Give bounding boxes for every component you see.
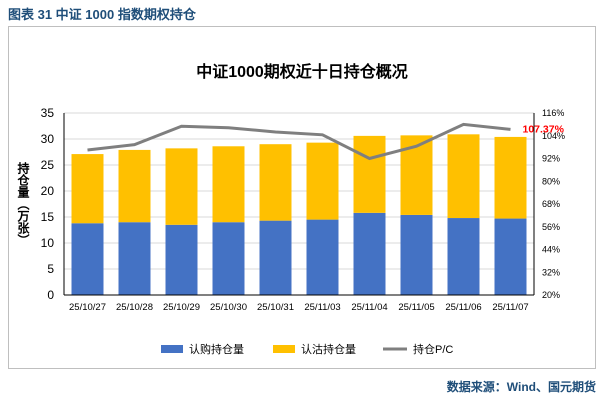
x-tick-label: 25/10/30 xyxy=(210,302,247,313)
x-tick-label: 25/11/04 xyxy=(351,302,387,313)
bar-call xyxy=(118,222,151,295)
x-tick-label: 25/11/06 xyxy=(445,302,481,313)
bar-call xyxy=(447,218,480,295)
bar-call xyxy=(306,219,339,295)
y2-tick-label: 80% xyxy=(542,176,560,186)
y2-tick-label: 104% xyxy=(542,131,565,141)
y-axis-title: 持仓量（万张） xyxy=(16,161,30,246)
legend-label: 认购持仓量 xyxy=(189,342,244,356)
y2-tick-label: 32% xyxy=(542,267,560,277)
x-tick-label: 25/11/03 xyxy=(304,302,340,313)
legend-label: 认沽持仓量 xyxy=(301,342,356,356)
y-tick-label: 15 xyxy=(41,210,55,224)
bar-put xyxy=(165,148,198,225)
position-chart: 中证1000期权近十日持仓概况 107.37% 0 5 10 15 20 25 30 35 20… xyxy=(16,62,565,356)
x-tick-label: 25/11/07 xyxy=(492,302,528,313)
bar-put xyxy=(118,149,151,223)
bar-put xyxy=(353,135,386,213)
bar-call xyxy=(259,220,292,295)
bar-call xyxy=(71,223,104,295)
source-note: 数据来源：Wind、国元期货 xyxy=(446,380,596,394)
bar-call xyxy=(353,212,386,295)
bar-put xyxy=(71,154,104,224)
last-value-label: 107.37% xyxy=(523,123,565,135)
y-tick-label: 25 xyxy=(41,158,55,172)
y-tick-label: 0 xyxy=(47,288,54,302)
x-tick-label: 25/10/29 xyxy=(163,302,200,313)
bar-call xyxy=(212,222,245,295)
y2-tick-label: 44% xyxy=(542,245,560,255)
pc-line xyxy=(87,122,511,161)
x-tick-label: 25/10/28 xyxy=(116,302,153,313)
y-tick-label: 20 xyxy=(41,184,55,198)
y2-tick-label: 92% xyxy=(542,154,560,164)
legend-swatch xyxy=(161,345,183,353)
chart-title: 中证1000期权近十日持仓概况 xyxy=(196,62,408,81)
bar-put xyxy=(259,144,292,221)
chart-panel: 中证1000期权近十日持仓概况 107.37% 0 5 10 15 20 25 30 35 20… xyxy=(8,26,596,369)
legend-label: 持仓P/C xyxy=(413,342,453,356)
x-tick-label: 25/10/27 xyxy=(69,302,106,313)
y-tick-label: 10 xyxy=(41,236,55,250)
figure-title: 图表 31 中证 1000 指数期权持仓 xyxy=(8,7,196,22)
legend-swatch xyxy=(273,345,295,353)
y2-tick-label: 20% xyxy=(542,290,560,300)
y-tick-label: 5 xyxy=(47,262,54,276)
x-tick-label: 25/10/31 xyxy=(257,302,294,313)
bar-call xyxy=(400,214,433,295)
y-tick-label: 30 xyxy=(41,132,55,146)
bar-put xyxy=(494,136,527,219)
y-tick-label: 35 xyxy=(41,106,55,120)
bar-put xyxy=(447,134,480,219)
bar-call xyxy=(494,218,527,295)
y2-tick-label: 68% xyxy=(542,199,560,209)
bar-call xyxy=(165,224,198,295)
x-tick-label: 25/11/05 xyxy=(398,302,434,313)
y2-tick-label: 56% xyxy=(542,222,560,232)
bar-put xyxy=(212,146,245,223)
y2-tick-label: 116% xyxy=(542,108,564,118)
bar-put xyxy=(306,142,339,220)
